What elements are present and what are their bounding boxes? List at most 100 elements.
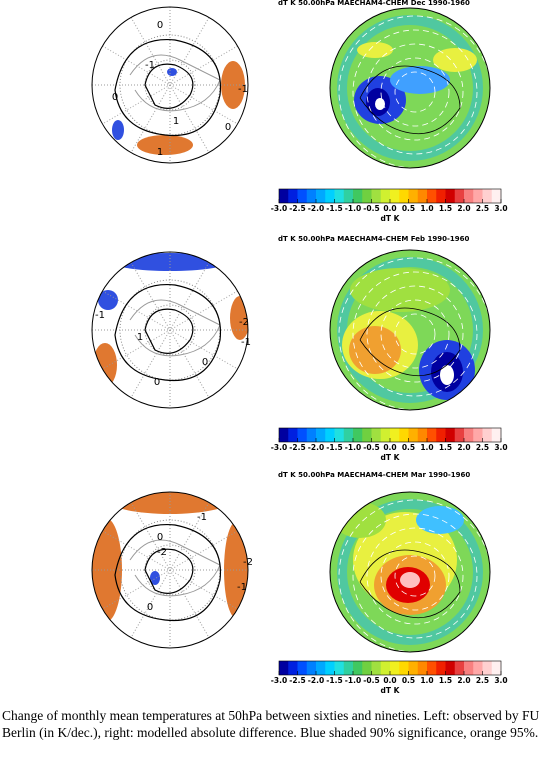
colorbar-segment (306, 428, 317, 442)
colorbar-segment (334, 661, 345, 675)
colorbar-tick-label: 0.0 (383, 443, 396, 452)
colorbar-segment (343, 189, 354, 203)
contour (380, 57, 450, 127)
anomaly-field (357, 42, 393, 58)
colorbar-segment (325, 428, 335, 442)
colorbar-segment (371, 661, 382, 675)
colorbar-tick-label: -2.5 (289, 204, 305, 213)
panel-title: dT K 50.00hPa MAECHAM4-CHEM Dec 1990-196… (278, 0, 470, 7)
colorbar-tick-label: 0.0 (383, 676, 396, 685)
colorbar-tick-label: -3.0 (271, 676, 287, 685)
colorbar-segment (362, 661, 372, 675)
colorbar-tick-label: -2.0 (308, 204, 324, 213)
colorbar-tick-label: -2.0 (308, 443, 324, 452)
map-border (91, 491, 249, 649)
model-map (330, 250, 490, 410)
meridian (102, 290, 238, 370)
colorbar-tick-label: -0.5 (363, 443, 379, 452)
significance-shading (137, 135, 193, 155)
colorbar-segment (408, 661, 419, 675)
contour-label: -1 (197, 512, 207, 523)
meridian (102, 45, 238, 125)
anomaly-field (433, 48, 477, 72)
colorbar-segment (436, 661, 446, 675)
colorbar-tick-label: 3.0 (494, 676, 507, 685)
colorbar-segment (464, 661, 474, 675)
colorbar-segment (390, 661, 400, 675)
contour-label: -1 (241, 337, 251, 348)
colorbar-segment (288, 661, 298, 675)
colorbar-label: dT K (381, 453, 401, 462)
colorbar-segment (482, 189, 493, 203)
colorbar-segment (288, 428, 298, 442)
colorbar-segment (399, 661, 409, 675)
map-border (91, 6, 249, 164)
colorbar-segment (408, 428, 419, 442)
colorbar-tick-label: 1.5 (439, 443, 452, 452)
map-border (329, 249, 491, 411)
colorbar-tick-label: 0.5 (402, 443, 415, 452)
contour (380, 541, 450, 611)
panel-title: dT K 50.00hPa MAECHAM4-CHEM Mar 1990-196… (278, 471, 470, 479)
colorbar-tick-label: 1.5 (439, 204, 452, 213)
colorbar-segment (390, 428, 400, 442)
colorbar-segment (297, 189, 308, 203)
map-ring (337, 15, 483, 161)
colorbar-segment (380, 661, 391, 675)
figure: 0 -1 -1 1 1 0 0 dT K 50.00hPa MAECHAM4-CHEM Dec… (91, 0, 508, 695)
colorbar-segment (362, 189, 372, 203)
contour (144, 63, 194, 109)
contour-label: 0 (202, 357, 208, 368)
colorbar-segment (362, 428, 372, 442)
contour (114, 39, 222, 137)
colorbar-tick-label: -1.5 (326, 443, 342, 452)
significance-shading (108, 492, 232, 514)
colorbar-segment (454, 428, 465, 442)
contour (144, 308, 194, 354)
contour (380, 299, 450, 369)
contour-label: -2 (243, 557, 253, 568)
colorbar-tick-label: 1.0 (420, 443, 433, 452)
colorbar-tick-label: -0.5 (363, 676, 379, 685)
colorbar-segment (445, 428, 456, 442)
colorbar-tick-label: 2.0 (457, 443, 470, 452)
significance-shading (112, 120, 124, 140)
contour-label: 0 (157, 532, 163, 543)
colorbar-segment (380, 189, 391, 203)
colorbar-tick-label: 2.5 (476, 676, 489, 685)
colorbar-segment (279, 661, 289, 675)
colorbar-segment (306, 189, 317, 203)
colorbar-segment (454, 661, 465, 675)
contour (394, 555, 436, 597)
colorbar-segment (343, 661, 354, 675)
colorbar-label: dT K (381, 214, 401, 223)
anomaly-field (440, 365, 454, 385)
colorbar-tick-label: -3.0 (271, 204, 287, 213)
colorbar-segment (473, 661, 483, 675)
colorbar-segment (371, 428, 382, 442)
colorbar-tick-label: 1.0 (420, 676, 433, 685)
colorbar-segment (316, 428, 326, 442)
significance-shading (98, 290, 118, 310)
colorbar-segment (279, 189, 289, 203)
colorbar-tick-label: -3.0 (271, 443, 287, 452)
map-border (329, 491, 491, 653)
anomaly-field (350, 268, 450, 312)
colorbar-segment (464, 189, 474, 203)
contour (366, 527, 464, 625)
colorbar-segment (316, 661, 326, 675)
colorbar-segment (371, 189, 382, 203)
significance-shading (150, 571, 160, 585)
anomaly-field (400, 572, 420, 588)
colorbar-segment (334, 428, 345, 442)
coastline (359, 549, 461, 619)
significance-shading (92, 518, 122, 622)
colorbar-segment (297, 661, 308, 675)
contour-label: -1 (95, 310, 105, 321)
colorbar-segment (445, 661, 456, 675)
colorbar-tick-label: -1.0 (345, 676, 361, 685)
contour (394, 71, 436, 113)
contour (114, 524, 222, 622)
contour-label: 0 (157, 20, 163, 31)
coastline (359, 307, 461, 377)
